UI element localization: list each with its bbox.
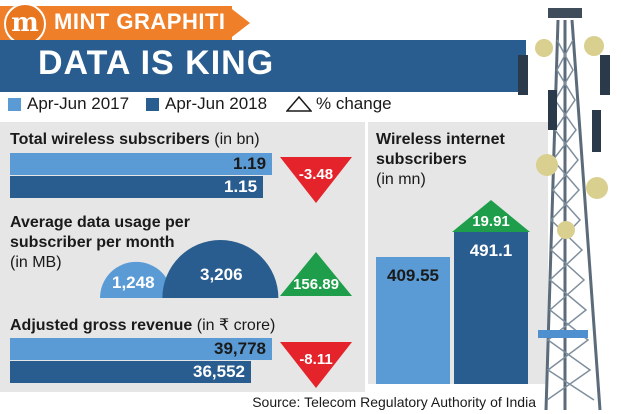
telecom-tower-illustration <box>518 8 610 411</box>
legend-swatch-2018 <box>146 98 159 111</box>
revenue-value-2018: 36,552 <box>193 362 245 381</box>
legend-label-2018: Apr-Jun 2018 <box>165 94 268 113</box>
subscribers-bar-2017 <box>10 153 272 175</box>
revenue-change-value: -8.11 <box>299 351 333 368</box>
subscribers-bar-2018 <box>10 176 263 198</box>
data-usage-semicircle-2017 <box>100 261 173 298</box>
subscribers-change-value: -3.48 <box>298 166 334 183</box>
revenue-bar-2017 <box>10 338 272 360</box>
data-usage-semicircles <box>100 240 279 298</box>
subscribers-value-2018: 1.15 <box>224 177 258 196</box>
source-note: Source: Telecom Regulatory Authority of … <box>252 394 536 410</box>
data-usage-value-2018: 3,206 <box>200 265 243 284</box>
data-usage-change-up-triangle <box>280 252 352 296</box>
brand-name: MINT GRAPHITI <box>54 9 226 34</box>
legend-triangle-icon <box>286 96 312 112</box>
legend-label-change: % change <box>316 94 392 113</box>
subscribers-change-down-triangle <box>280 157 352 203</box>
legend-swatch-2017 <box>8 98 21 111</box>
revenue-value-2017: 39,778 <box>214 339 266 358</box>
revenue-bar-2018 <box>10 361 251 383</box>
revenue-change-down-triangle <box>280 342 352 388</box>
internet-bar-2017 <box>376 257 450 384</box>
revenue-label: Adjusted gross revenue (in ₹ crore) <box>10 317 276 334</box>
legend-label-2017: Apr-Jun 2017 <box>27 94 130 113</box>
subscribers-value-2017: 1.19 <box>233 154 267 173</box>
internet-change-up-triangle <box>452 200 530 232</box>
data-usage-semicircle-2018 <box>162 240 279 298</box>
internet-bar-2018 <box>454 232 528 384</box>
internet-subscribers-label: Wireless internet subscribers (in mn) <box>376 131 505 188</box>
data-usage-value-2017: 1,248 <box>112 273 155 292</box>
brand-banner-arrow <box>228 6 250 40</box>
mint-logo: m <box>4 3 46 45</box>
internet-value-2018: 491.1 <box>469 241 513 260</box>
data-usage-change-value: 156.89 <box>293 276 339 293</box>
subscribers-label: Total wireless subscribers (in bn) <box>10 131 260 148</box>
page-title: DATA IS KING <box>38 44 275 82</box>
title-banner <box>0 40 526 92</box>
data-usage-label: Average data usage per subscriber per mo… <box>10 214 190 271</box>
internet-change-value: 19.91 <box>472 213 510 230</box>
internet-value-2017: 409.55 <box>387 266 439 285</box>
